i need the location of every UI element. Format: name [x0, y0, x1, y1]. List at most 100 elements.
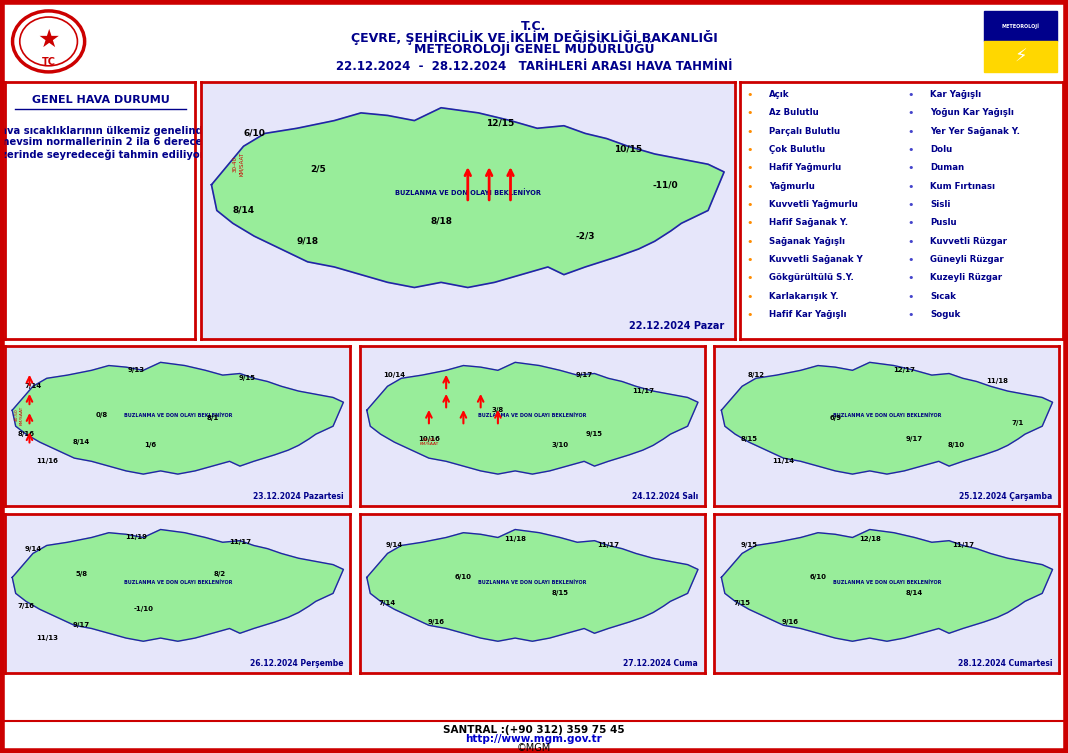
Text: Kuzeyli Rüzgar: Kuzeyli Rüzgar: [930, 273, 1003, 282]
Text: •: •: [908, 90, 914, 100]
Text: 9/17: 9/17: [576, 372, 593, 378]
Text: -1/10: -1/10: [134, 606, 154, 612]
Text: Hafif Yağmurlu: Hafif Yağmurlu: [769, 163, 842, 172]
Text: 10/16: 10/16: [418, 436, 440, 442]
Text: Hafif Kar Yağışlı: Hafif Kar Yağışlı: [769, 310, 847, 319]
Text: 11/17: 11/17: [597, 542, 619, 548]
Text: Dolu: Dolu: [930, 145, 953, 154]
Text: BUZLANMA VE DON OLAYI BEKLENİYOR: BUZLANMA VE DON OLAYI BEKLENİYOR: [124, 580, 232, 584]
Text: Güneyli Rüzgar: Güneyli Rüzgar: [930, 255, 1004, 264]
Text: 9/16: 9/16: [427, 619, 444, 625]
Text: •: •: [908, 255, 914, 265]
Text: 5/8: 5/8: [75, 572, 88, 578]
Text: METEOROLOJİ: METEOROLOJİ: [1002, 23, 1039, 29]
Text: Kuvvetli Sağanak Y: Kuvvetli Sağanak Y: [769, 255, 863, 264]
Text: Kar Yağışlı: Kar Yağışlı: [930, 90, 981, 99]
Text: Kuvvetli Yağmurlu: Kuvvetli Yağmurlu: [769, 200, 858, 209]
Polygon shape: [721, 362, 1053, 474]
Text: BUZLANMA VE DON OLAYI BEKLENİYOR: BUZLANMA VE DON OLAYI BEKLENİYOR: [478, 580, 586, 584]
Text: 8/14: 8/14: [73, 439, 90, 445]
Text: Sıcak: Sıcak: [930, 292, 957, 301]
Text: Duman: Duman: [930, 163, 964, 172]
Text: Az Bulutlu: Az Bulutlu: [769, 108, 819, 117]
Text: Puslu: Puslu: [930, 218, 957, 227]
Text: •: •: [908, 200, 914, 210]
Polygon shape: [211, 108, 724, 288]
Text: 8/14: 8/14: [906, 590, 923, 596]
Text: 25.12.2024 Çarşamba: 25.12.2024 Çarşamba: [959, 492, 1053, 501]
Text: •: •: [747, 90, 753, 100]
Text: 7/16: 7/16: [17, 603, 34, 609]
Text: 11/17: 11/17: [229, 539, 251, 545]
Bar: [985, 41, 1056, 72]
Text: 7/14: 7/14: [25, 383, 42, 389]
Text: 11/17: 11/17: [952, 542, 974, 548]
Text: Yağmurlu: Yağmurlu: [769, 181, 815, 191]
Text: 9/15: 9/15: [740, 542, 757, 548]
Text: T.C.: T.C.: [521, 20, 547, 33]
Text: ©MGM: ©MGM: [517, 743, 551, 753]
Text: BUZLANMA VE DON OLAYI BEKLENİYOR: BUZLANMA VE DON OLAYI BEKLENİYOR: [395, 189, 540, 196]
Text: •: •: [908, 163, 914, 173]
Text: 11/19: 11/19: [125, 535, 147, 541]
Text: 6/10: 6/10: [244, 129, 265, 138]
Text: 8/12: 8/12: [748, 372, 765, 378]
Text: •: •: [908, 310, 914, 320]
Text: 8/16: 8/16: [17, 431, 34, 437]
Text: •: •: [747, 236, 753, 247]
Text: Çok Bulutlu: Çok Bulutlu: [769, 145, 826, 154]
Text: 11/18: 11/18: [987, 379, 1008, 385]
Text: •: •: [747, 108, 753, 118]
Text: •: •: [747, 273, 753, 283]
Text: 9/14: 9/14: [386, 542, 403, 548]
Text: 9/17: 9/17: [73, 622, 90, 628]
Text: -11/0: -11/0: [653, 180, 678, 189]
Text: 2/5: 2/5: [311, 165, 326, 174]
Text: 6/9: 6/9: [829, 415, 842, 421]
Text: 27.12.2024 Cuma: 27.12.2024 Cuma: [624, 660, 698, 669]
Text: 3/10: 3/10: [551, 442, 568, 448]
Text: Parçalı Bulutlu: Parçalı Bulutlu: [769, 127, 841, 136]
Text: 28.12.2024 Cumartesi: 28.12.2024 Cumartesi: [958, 660, 1053, 669]
Text: •: •: [747, 255, 753, 265]
Text: -2/3: -2/3: [576, 232, 595, 241]
Text: ★: ★: [37, 28, 60, 52]
Text: 40-50
KM/SAAT: 40-50 KM/SAAT: [15, 405, 23, 425]
Text: ⚡: ⚡: [1015, 48, 1026, 66]
Text: •: •: [908, 181, 914, 191]
Text: •: •: [747, 218, 753, 228]
Text: ÇEVRE, ŞEHİRCİLİK VE İKLİM DEĞİŞİKLİĞİ BAKANLIĞI: ÇEVRE, ŞEHİRCİLİK VE İKLİM DEĞİŞİKLİĞİ B…: [350, 30, 718, 45]
Text: •: •: [747, 292, 753, 302]
Text: •: •: [908, 218, 914, 228]
Polygon shape: [12, 529, 344, 642]
Text: 9/13: 9/13: [128, 367, 145, 373]
Text: •: •: [747, 163, 753, 173]
Text: 10/15: 10/15: [614, 145, 642, 154]
Text: 22.12.2024 Pazar: 22.12.2024 Pazar: [629, 321, 724, 331]
Text: Kum Fırtınası: Kum Fırtınası: [930, 181, 995, 191]
Text: •: •: [747, 127, 753, 136]
Text: Karlakarışık Y.: Karlakarışık Y.: [769, 292, 838, 301]
Text: 26.12.2024 Perşembe: 26.12.2024 Perşembe: [250, 660, 344, 669]
Text: 0/8: 0/8: [96, 412, 108, 418]
Text: 9/14: 9/14: [25, 546, 42, 552]
Text: BUZLANMA VE DON OLAYI BEKLENİYOR: BUZLANMA VE DON OLAYI BEKLENİYOR: [833, 413, 941, 417]
Text: 11/13: 11/13: [35, 635, 58, 641]
Text: 10/14: 10/14: [383, 372, 406, 378]
Text: 6/10: 6/10: [810, 575, 827, 581]
Text: Gökgürültülü S.Y.: Gökgürültülü S.Y.: [769, 273, 854, 282]
Text: SANTRAL :(+90 312) 359 75 45: SANTRAL :(+90 312) 359 75 45: [443, 725, 625, 736]
Polygon shape: [366, 362, 698, 474]
Text: 3/8: 3/8: [491, 407, 504, 413]
Text: •: •: [747, 145, 753, 155]
Text: Hafif Sağanak Y.: Hafif Sağanak Y.: [769, 218, 848, 227]
Text: 7/14: 7/14: [379, 600, 396, 606]
Text: 22.12.2024  -  28.12.2024   TARİHLERİ ARASI HAVA TAHMİNİ: 22.12.2024 - 28.12.2024 TARİHLERİ ARASI …: [335, 59, 733, 73]
Text: •: •: [908, 292, 914, 302]
Text: 8/15: 8/15: [740, 436, 757, 442]
Text: 9/16: 9/16: [782, 619, 799, 625]
Text: •: •: [908, 145, 914, 155]
Text: 11/16: 11/16: [36, 459, 58, 465]
Text: 8/14: 8/14: [233, 206, 254, 215]
Text: 12/17: 12/17: [893, 367, 915, 373]
